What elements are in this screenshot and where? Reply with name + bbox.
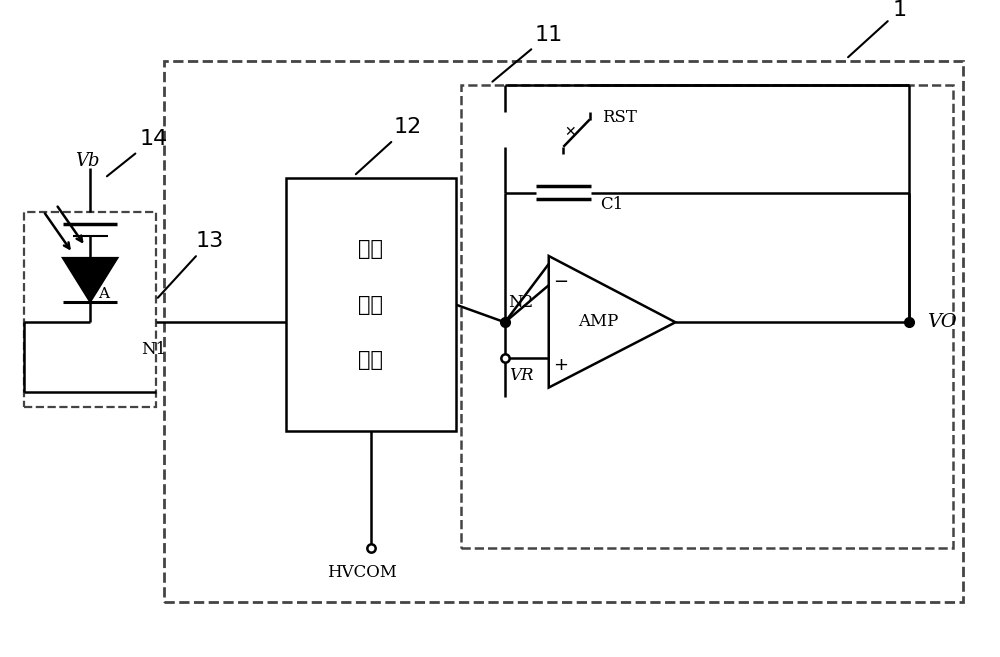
Text: C1: C1	[600, 196, 624, 213]
Text: 模块: 模块	[358, 350, 383, 371]
Text: Vb: Vb	[76, 152, 100, 170]
Text: HVCOM: HVCOM	[327, 564, 397, 581]
Text: 保护: 保护	[358, 295, 383, 315]
Text: VO: VO	[927, 313, 957, 331]
Text: 高压: 高压	[358, 239, 383, 259]
Text: −: −	[553, 273, 568, 291]
Text: 13: 13	[158, 231, 224, 298]
Polygon shape	[63, 258, 117, 302]
Text: 1: 1	[848, 1, 907, 57]
Text: A: A	[98, 287, 109, 301]
Text: VR: VR	[509, 367, 533, 384]
Text: 11: 11	[492, 25, 563, 81]
Text: 12: 12	[356, 118, 422, 174]
Bar	[286, 178, 456, 432]
Text: RST: RST	[602, 109, 637, 126]
Text: 14: 14	[107, 129, 168, 176]
Text: N2: N2	[508, 294, 533, 311]
Text: AMP: AMP	[579, 313, 619, 330]
Text: +: +	[553, 356, 568, 374]
Text: ✕: ✕	[564, 125, 576, 139]
Text: N1: N1	[141, 341, 167, 358]
